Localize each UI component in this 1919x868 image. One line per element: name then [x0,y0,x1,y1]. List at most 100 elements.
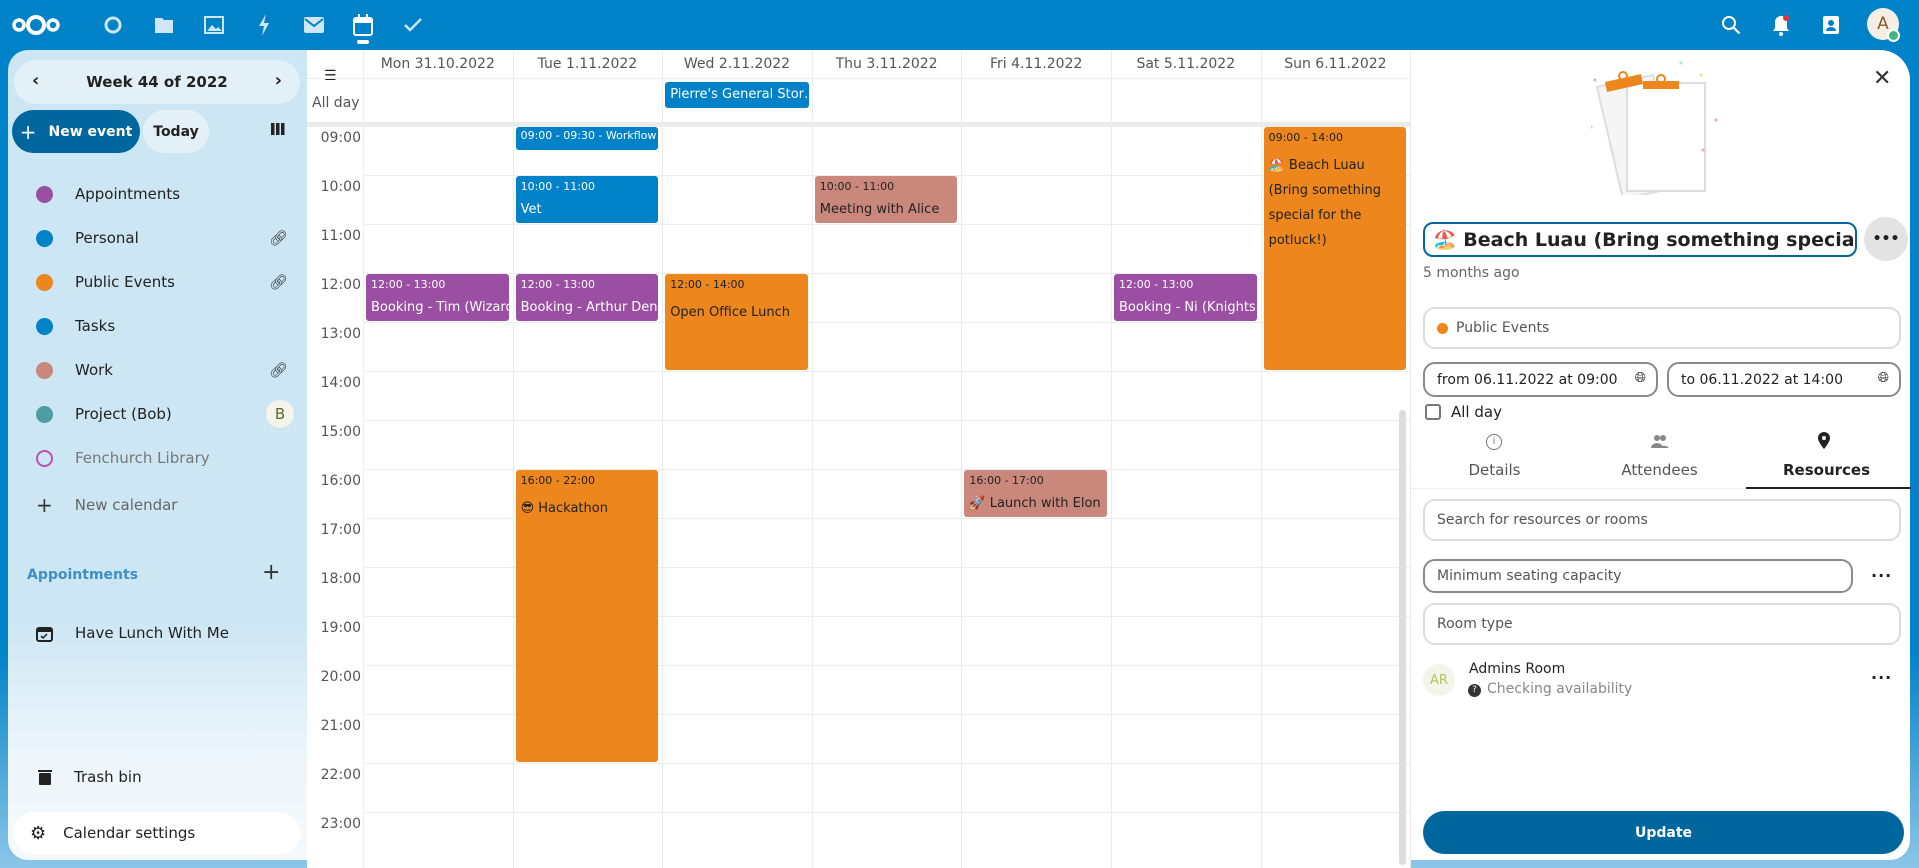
today-button[interactable]: Today [143,110,209,153]
tasks-icon[interactable] [400,12,426,38]
calendar-check-icon [36,625,53,642]
appointment-item[interactable]: Have Lunch With Me [28,615,298,651]
collapse-sidebar-icon[interactable]: ☰ [324,68,337,84]
event-actions-button[interactable]: ••• [1864,217,1908,261]
next-week-button[interactable]: › [274,70,282,91]
calendar-color-dot[interactable] [36,449,53,467]
share-link-icon[interactable]: 🔗︎ [268,229,288,247]
files-icon[interactable] [151,12,177,38]
calendar-event[interactable]: 12:00 - 13:00 Booking - Ni (Knights [1114,274,1257,321]
seating-capacity-input[interactable]: Minimum seating capacity [1423,559,1853,593]
share-link-icon[interactable]: 🔗︎ [268,273,288,291]
view-switcher-icon[interactable] [271,123,285,139]
new-calendar-button[interactable]: + New calendar [36,493,178,517]
availability-unknown-icon: ? [1468,684,1481,697]
calendar-label: Appointments [75,185,181,203]
app-navigation: ‹ Week 44 of 2022 › + New event Today App… [8,50,307,860]
calendar-event[interactable]: 12:00 - 13:00 Booking - Arthur Dent [515,274,659,321]
timezone-globe-icon[interactable]: 🌐︎ [1634,370,1646,386]
dashboard-icon[interactable] [100,12,126,38]
event-title: Booking - Ni (Knights [1119,300,1256,316]
calendar-item[interactable]: Fenchurch Library [28,440,298,476]
hour-line [363,175,1410,176]
calendar-color-dot[interactable] [36,405,53,423]
hour-line [363,567,1410,568]
calendar-color-dot[interactable] [36,229,53,247]
scrollbar[interactable] [1399,410,1406,865]
calendar-item[interactable]: Project (Bob) B [28,396,298,432]
details-tab-icon: i [1486,434,1502,450]
hour-line [363,224,1410,225]
activity-icon[interactable] [251,12,277,38]
calendar-settings-button[interactable]: ⚙ Calendar settings [13,812,300,854]
calendar-color-dot[interactable] [36,317,53,335]
calendar-item[interactable]: Public Events 🔗︎ [28,264,298,300]
trash-bin-button[interactable]: Trash bin [28,759,298,795]
search-icon[interactable] [1718,12,1744,38]
end-datetime-field[interactable]: to 06.11.2022 at 14:00 🌐︎ [1667,362,1901,397]
event-time: 10:00 - 11:00 [819,180,895,193]
calendar-event[interactable]: 12:00 - 14:00 Open Office Lunch [665,274,808,370]
new-event-button[interactable]: + New event [12,110,140,153]
event-title-input[interactable]: 🏖️ Beach Luau (Bring something special f… [1423,222,1857,257]
tab-attendees[interactable]: Attendees [1621,461,1698,479]
resource-name: Admins Room [1469,661,1566,677]
calendar-event[interactable]: 12:00 - 13:00 Booking - Tim (Wizard) [366,274,509,321]
calendar-week-view: ☰ All day Mon 31.10.2022 Tue 1.11.2022 Wed… [307,50,1412,868]
hour-label: 22:00 [320,767,361,783]
hour-label: 23:00 [320,816,361,832]
column-divider [1111,50,1112,868]
calendar-item[interactable]: Tasks [28,308,298,344]
day-header: Mon 31.10.2022 [380,56,495,72]
photos-icon[interactable] [201,12,227,38]
calendar-item[interactable]: Work 🔗︎ [28,352,298,388]
calendar-icon[interactable] [350,12,376,38]
hour-line [363,665,1410,666]
resource-avatar: AR [1423,664,1455,696]
column-divider [811,50,813,868]
plus-icon: + [36,493,53,517]
mail-icon[interactable] [301,12,327,38]
hour-label: 10:00 [320,179,361,195]
tab-resources[interactable]: Resources [1782,461,1871,479]
resource-search-input[interactable]: Search for resources or rooms [1423,499,1901,541]
calendar-event[interactable]: 16:00 - 17:00 🚀 Launch with Elon [964,470,1107,517]
calendar-item[interactable]: Appointments [28,176,298,212]
calendar-event[interactable]: 09:00 - 09:30 - Workflow [515,127,659,150]
close-icon[interactable]: ✕ [1873,66,1892,91]
start-datetime-field[interactable]: from 06.11.2022 at 09:00 🌐︎ [1423,362,1658,397]
event-title: Booking - Arthur Dent [520,300,659,316]
calendar-color-dot[interactable] [36,273,53,291]
calendar-color-dot[interactable] [36,185,53,203]
calendar-event[interactable]: 10:00 - 11:00 Meeting with Alice [814,176,958,223]
room-type-input[interactable]: Room type [1423,603,1901,645]
active-tab-underline [1746,487,1911,489]
calendar-item[interactable]: Personal 🔗︎ [28,220,298,256]
hour-line [363,371,1410,372]
column-divider [961,50,963,868]
hour-label: 21:00 [320,718,361,734]
calendar-event[interactable]: 09:00 - 14:00 🏖️ Beach Luau (Bring someth… [1263,127,1407,370]
week-label[interactable]: Week 44 of 2022 [86,73,228,91]
hour-line [363,616,1410,617]
calendar-event[interactable]: 16:00 - 22:00 😎 Hackathon [515,470,659,762]
tab-details[interactable]: Details [1468,461,1521,479]
notifications-icon[interactable] [1768,12,1794,38]
event-title: Open Office Lunch [670,305,790,321]
calendar-color-dot[interactable] [36,361,53,379]
hour-line [363,469,1410,470]
all-day-event[interactable]: Pierre's General Stor… [665,82,809,108]
add-appointment-button[interactable]: + [262,560,281,585]
previous-week-button[interactable]: ‹ [32,70,40,91]
more-filters-button[interactable]: ··· [1871,566,1893,585]
timezone-globe-icon[interactable]: 🌐︎ [1877,370,1889,386]
tabs-divider [1411,488,1911,489]
calendar-picker[interactable]: Public Events [1423,307,1901,349]
share-link-icon[interactable]: 🔗︎ [268,361,288,379]
resource-actions-button[interactable]: ··· [1871,668,1893,687]
calendar-event[interactable]: 10:00 - 11:00 Vet [515,176,659,223]
contacts-icon[interactable] [1818,12,1844,38]
all-day-checkbox[interactable] [1425,404,1441,420]
update-button[interactable]: Update [1423,811,1904,854]
nextcloud-logo[interactable] [12,12,60,38]
